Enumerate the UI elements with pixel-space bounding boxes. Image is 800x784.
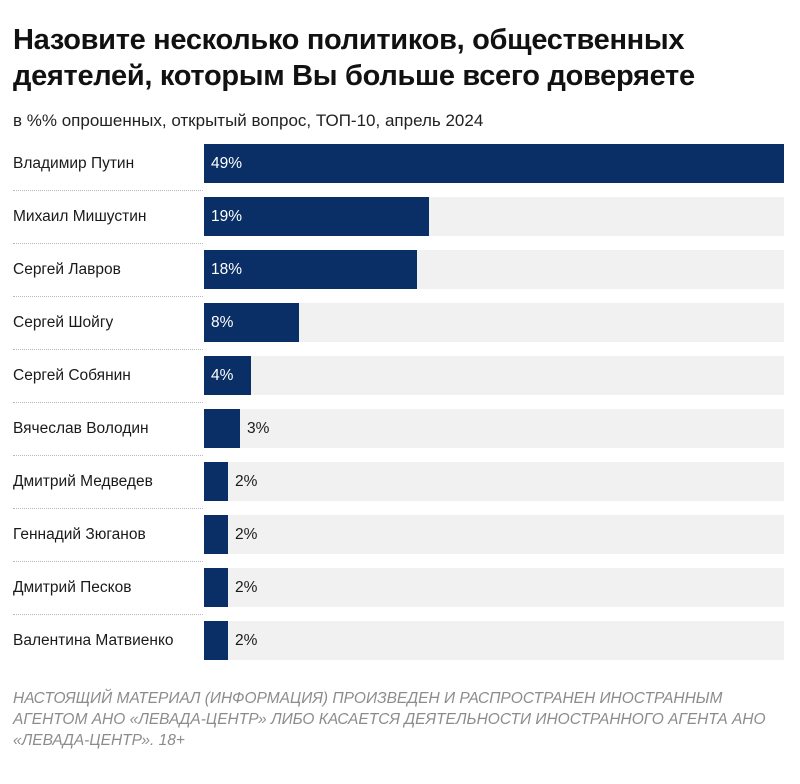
bar-row: Вячеслав Володин 3%: [0, 405, 800, 458]
bar-chart: Владимир Путин 49% Михаил Мишустин 19% Серге…: [0, 140, 800, 670]
data-label: 49%: [211, 155, 243, 172]
bar-row: Сергей Шойгу 8%: [0, 299, 800, 352]
foreign-agent-disclaimer: НАСТОЯЩИЙ МАТЕРИАЛ (ИНФОРМАЦИЯ) ПРОИЗВЕД…: [13, 690, 766, 749]
data-label: 2%: [235, 473, 258, 490]
bar-track: 4%: [204, 356, 784, 395]
bar-row: Михаил Мишустин 19%: [0, 193, 800, 246]
category-label: Сергей Лавров: [13, 261, 121, 278]
bar-track: 3%: [204, 409, 784, 448]
bar-row: Дмитрий Медведев 2%: [0, 458, 800, 511]
chart-title: Назовите несколько политиков, общественн…: [13, 24, 695, 92]
category-label: Дмитрий Медведев: [13, 473, 153, 490]
data-label: 3%: [247, 420, 270, 437]
bar-row: Дмитрий Песков 2%: [0, 564, 800, 617]
row-divider: [13, 561, 203, 562]
row-divider: [13, 190, 203, 191]
category-label: Валентина Матвиенко: [13, 632, 174, 649]
data-label: 18%: [211, 261, 243, 278]
bar: [204, 250, 417, 289]
category-label: Сергей Шойгу: [13, 314, 114, 331]
data-label: 2%: [235, 526, 258, 543]
bar-track: 18%: [204, 250, 784, 289]
bar-row: Валентина Матвиенко 2%: [0, 617, 800, 670]
category-label: Михаил Мишустин: [13, 208, 147, 225]
row-divider: [13, 455, 203, 456]
bar: [204, 356, 251, 395]
bar-track: 19%: [204, 197, 784, 236]
data-label: 2%: [235, 632, 258, 649]
bar-track: 2%: [204, 515, 784, 554]
data-label: 4%: [211, 367, 234, 384]
row-divider: [13, 349, 203, 350]
category-label: Вячеслав Володин: [13, 420, 149, 437]
bar-track: 2%: [204, 621, 784, 660]
data-label: 8%: [211, 314, 234, 331]
bar: [204, 568, 228, 607]
bar-track: 8%: [204, 303, 784, 342]
data-label: 19%: [211, 208, 243, 225]
bar-row: Сергей Лавров 18%: [0, 246, 800, 299]
bar-row: Владимир Путин 49%: [0, 140, 800, 193]
row-divider: [13, 614, 203, 615]
bar: [204, 409, 240, 448]
category-label: Владимир Путин: [13, 155, 135, 172]
bar-track: 2%: [204, 568, 784, 607]
bar-track: 2%: [204, 462, 784, 501]
row-divider: [13, 508, 203, 509]
bar: [204, 515, 228, 554]
chart-subtitle: в %% опрошенных, открытый вопрос, ТОП-10…: [13, 111, 484, 130]
row-divider: [13, 296, 203, 297]
bar: [204, 197, 429, 236]
row-divider: [13, 402, 203, 403]
category-label: Дмитрий Песков: [13, 579, 132, 596]
bar-row: Геннадий Зюганов 2%: [0, 511, 800, 564]
bar: [204, 462, 228, 501]
bar-row: Сергей Собянин 4%: [0, 352, 800, 405]
bar-track: 49%: [204, 144, 784, 183]
data-label: 2%: [235, 579, 258, 596]
row-divider: [13, 243, 203, 244]
category-label: Сергей Собянин: [13, 367, 131, 384]
category-label: Геннадий Зюганов: [13, 526, 146, 543]
bar: [204, 303, 299, 342]
bar: [204, 144, 784, 183]
bar: [204, 621, 228, 660]
